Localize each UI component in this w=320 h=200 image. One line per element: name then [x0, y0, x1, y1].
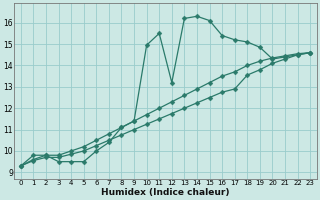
- X-axis label: Humidex (Indice chaleur): Humidex (Indice chaleur): [101, 188, 230, 197]
